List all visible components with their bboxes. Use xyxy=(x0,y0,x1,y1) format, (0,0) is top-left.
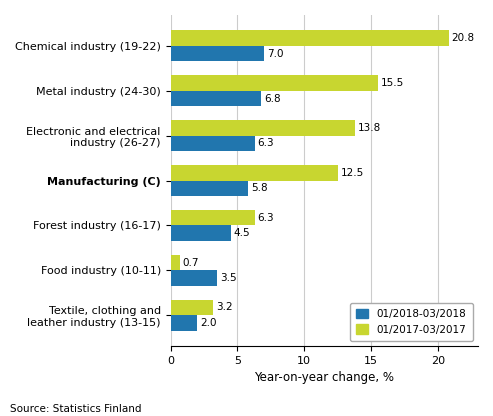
Bar xyxy=(171,75,378,91)
Bar xyxy=(171,315,197,331)
Bar xyxy=(171,255,180,270)
Bar xyxy=(171,210,255,225)
Bar xyxy=(171,46,264,62)
Text: 3.2: 3.2 xyxy=(216,302,233,312)
Text: 6.3: 6.3 xyxy=(257,139,274,149)
Text: 6.3: 6.3 xyxy=(257,213,274,223)
Text: Source: Statistics Finland: Source: Statistics Finland xyxy=(10,404,141,414)
Bar xyxy=(171,91,261,106)
Text: 6.8: 6.8 xyxy=(264,94,281,104)
Text: 7.0: 7.0 xyxy=(267,49,283,59)
Bar xyxy=(171,30,449,46)
Legend: 01/2018-03/2018, 01/2017-03/2017: 01/2018-03/2018, 01/2017-03/2017 xyxy=(350,303,473,341)
Text: 2.0: 2.0 xyxy=(200,318,216,328)
X-axis label: Year-on-year change, %: Year-on-year change, % xyxy=(254,371,394,384)
Bar xyxy=(171,165,338,181)
Text: 5.8: 5.8 xyxy=(251,183,267,193)
Text: 3.5: 3.5 xyxy=(220,273,237,283)
Text: 4.5: 4.5 xyxy=(233,228,250,238)
Text: 20.8: 20.8 xyxy=(451,33,474,43)
Text: 13.8: 13.8 xyxy=(358,123,381,133)
Bar xyxy=(171,136,255,151)
Text: 15.5: 15.5 xyxy=(381,78,404,88)
Bar xyxy=(171,225,231,241)
Bar xyxy=(171,270,217,286)
Bar xyxy=(171,300,213,315)
Text: 12.5: 12.5 xyxy=(340,168,363,178)
Bar xyxy=(171,181,248,196)
Bar xyxy=(171,120,355,136)
Text: 0.7: 0.7 xyxy=(182,258,199,267)
